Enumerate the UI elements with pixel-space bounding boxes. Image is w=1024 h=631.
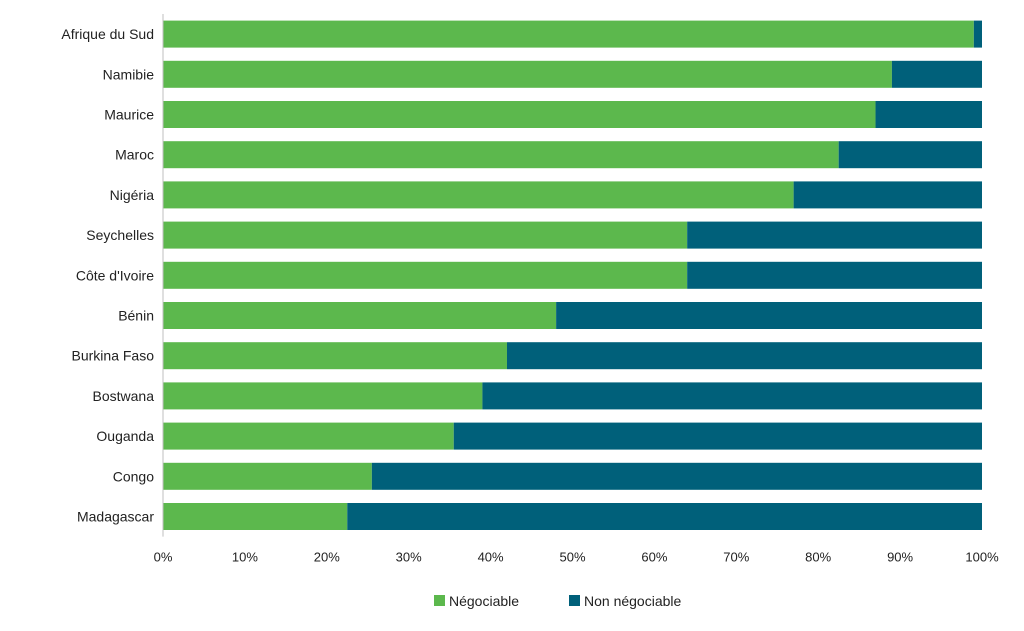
x-tick-label: 80% [805, 550, 831, 565]
x-tick-label: 30% [396, 550, 422, 565]
bar-congo-non-negociable [371, 462, 983, 490]
category-label: Seychelles [86, 227, 154, 243]
category-label: Côte d'Ivoire [76, 267, 154, 283]
legend-swatch-negociable [434, 595, 445, 606]
bar-ouganda-negociable [163, 422, 454, 450]
x-tick-label: 0% [154, 550, 173, 565]
bar-afrique-du-sud-non-negociable [973, 20, 982, 48]
category-label: Bostwana [93, 388, 155, 404]
bars-group [163, 20, 983, 530]
legend-label-non-negociable: Non négociable [584, 593, 682, 609]
x-tick-label: 10% [232, 550, 258, 565]
bar-burkina-faso-negociable [163, 342, 507, 370]
bar-benin-negociable [163, 302, 557, 329]
bar-ouganda-non-negociable [453, 422, 982, 450]
x-tick-label: 20% [314, 550, 340, 565]
category-label: Namibie [103, 66, 155, 82]
bar-nigeria-non-negociable [793, 181, 982, 209]
bar-cote-d-ivoire-negociable [163, 261, 688, 289]
bar-seychelles-negociable [163, 221, 688, 249]
bar-maurice-non-negociable [875, 101, 982, 128]
bar-benin-non-negociable [556, 302, 982, 329]
category-label: Nigéria [110, 187, 155, 203]
bar-afrique-du-sud-negociable [163, 20, 974, 48]
bar-maurice-negociable [163, 101, 876, 128]
legend-label-negociable: Négociable [449, 593, 519, 609]
category-label: Maroc [115, 147, 154, 163]
bar-nigeria-negociable [163, 181, 794, 209]
bar-madagascar-non-negociable [347, 503, 982, 530]
legend: Négociable Non négociable [434, 593, 682, 609]
x-tick-label: 70% [723, 550, 749, 565]
bar-bostwana-negociable [163, 382, 483, 410]
bar-maroc-non-negociable [838, 141, 982, 169]
category-label: Ouganda [96, 428, 154, 444]
x-tick-label: 40% [478, 550, 504, 565]
category-label: Madagascar [77, 509, 154, 525]
x-tick-label: 60% [641, 550, 667, 565]
bar-bostwana-non-negociable [482, 382, 982, 410]
category-label: Burkina Faso [72, 348, 155, 364]
bar-burkina-faso-non-negociable [506, 342, 982, 370]
x-tick-label: 100% [965, 550, 999, 565]
x-tick-labels: 0% 10% 20% 30% 40% 50% 60% 70% 80% 90% 100% [154, 550, 999, 565]
category-labels: Afrique du Sud Namibie Maurice Maroc Nigéria… [61, 26, 154, 524]
bar-namibie-non-negociable [891, 60, 982, 88]
category-label: Congo [113, 468, 154, 484]
bar-namibie-negociable [163, 60, 892, 88]
category-label: Bénin [118, 308, 154, 324]
x-tick-label: 50% [559, 550, 585, 565]
bar-maroc-negociable [163, 141, 839, 169]
legend-swatch-non-negociable [569, 595, 580, 606]
category-label: Maurice [104, 107, 154, 123]
bar-madagascar-negociable [163, 503, 348, 530]
bar-congo-negociable [163, 462, 372, 490]
bar-seychelles-non-negociable [687, 221, 982, 249]
bar-cote-d-ivoire-non-negociable [687, 261, 982, 289]
category-label: Afrique du Sud [61, 26, 154, 42]
x-tick-label: 90% [887, 550, 913, 565]
